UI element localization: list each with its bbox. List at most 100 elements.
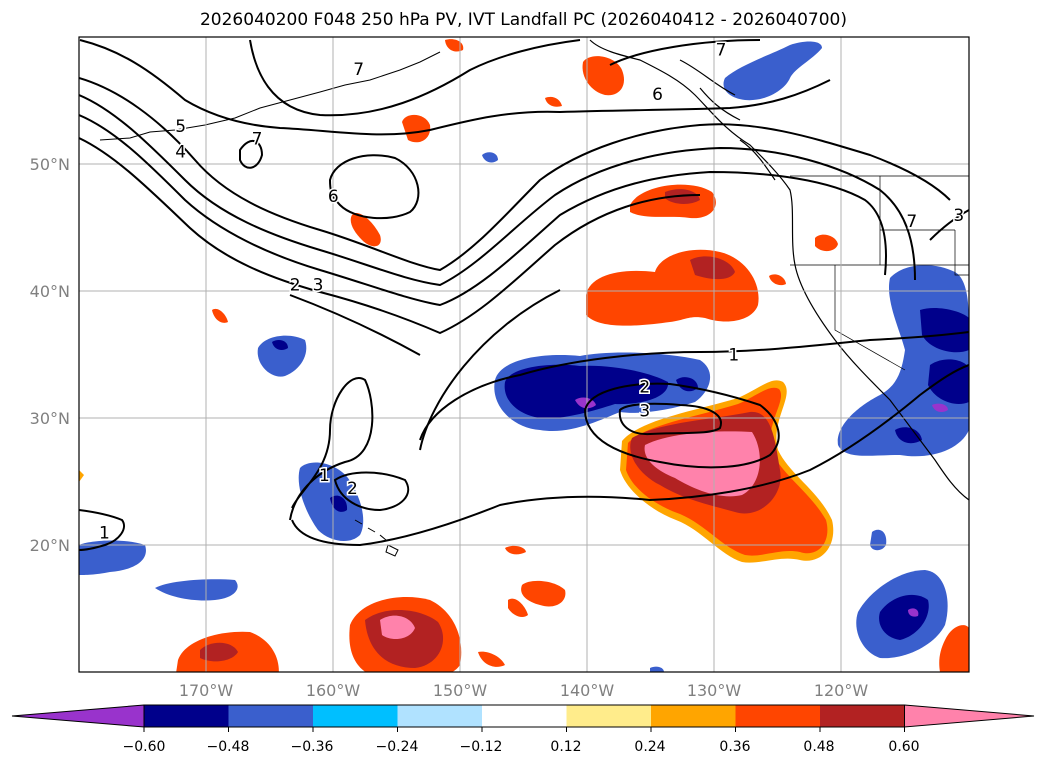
- colorbar-tick-label: −0.12: [460, 739, 503, 755]
- pv-positive-region: [200, 642, 238, 662]
- pv-negative-region: [908, 608, 919, 617]
- pv-negative-region: [272, 340, 288, 350]
- contour-line-1: [419, 331, 969, 441]
- pv-positive-region: [769, 274, 786, 286]
- colorbar-swatch: [820, 705, 905, 727]
- colorbar-tick-label: 0.24: [634, 739, 665, 755]
- contour-label: 3: [313, 276, 324, 296]
- pv-negative-region: [257, 335, 307, 377]
- colorbar-swatch: [482, 705, 567, 727]
- contour-label: 6: [652, 85, 663, 105]
- pv-negative-region: [895, 427, 922, 444]
- colorbar-swatch: [144, 705, 229, 727]
- contour-label: 5: [175, 117, 186, 137]
- contour-label: 3: [639, 401, 650, 421]
- lon-tick-label: 160°W: [306, 681, 361, 700]
- pv-positive-region: [445, 39, 464, 52]
- pv-positive-region: [545, 96, 562, 107]
- lon-tick-label: 130°W: [687, 681, 742, 700]
- contour-label: 1: [319, 466, 330, 486]
- pv-positive-region: [79, 470, 84, 482]
- coastline: [679, 59, 776, 181]
- pv-positive-region: [586, 249, 759, 326]
- contour-label: 1: [99, 523, 110, 543]
- contour-line-1: [79, 509, 125, 551]
- contour-line-2: [583, 382, 780, 469]
- contour-line-3: [618, 402, 722, 436]
- colorbar-frame: [143, 704, 905, 728]
- pv-positive-region: [508, 598, 528, 618]
- pv-positive-region: [505, 545, 526, 555]
- pv-positive-region: [521, 580, 566, 607]
- pv-negative-region: [932, 403, 948, 413]
- contour-line-1: [291, 364, 969, 547]
- colorbar-tick-label: 0.12: [550, 739, 581, 755]
- lat-tick-label: 30°N: [30, 409, 70, 428]
- hawaii: [354, 519, 399, 557]
- colorbar-swatch: [397, 705, 483, 727]
- pv-positive-region: [380, 615, 415, 640]
- pv-positive-region: [939, 625, 969, 672]
- pv-positive-region: [582, 56, 625, 96]
- contour-label: 4: [175, 142, 186, 162]
- map-frame: [78, 36, 970, 673]
- contour-line-4: [79, 94, 916, 287]
- contour-label: 7: [906, 212, 917, 232]
- contour-line-6: [328, 154, 420, 220]
- contour-line-5: [79, 77, 951, 272]
- colorbar-swatch: [228, 705, 314, 727]
- colorbar-tick-label: −0.48: [207, 739, 250, 755]
- colorbar-tick-label: −0.24: [376, 739, 419, 755]
- aleutian-islands: [99, 51, 441, 141]
- contour-line-1: [289, 377, 374, 521]
- lat-tick-label: 40°N: [30, 282, 70, 301]
- colorbar-swatch: [566, 705, 652, 727]
- colorbar-tick-label: −0.36: [291, 739, 334, 755]
- pv-positive-region: [350, 212, 381, 247]
- contour-label: 6: [328, 187, 339, 207]
- lon-axis-labels: 170°W 160°W 150°W 140°W 130°W 120°W: [179, 681, 869, 700]
- pv-positive-region: [644, 431, 760, 497]
- lat-tick-label: 50°N: [30, 155, 70, 174]
- colorbar-extend-right: [904, 704, 1035, 728]
- contour-line-2: [333, 471, 410, 512]
- contour-line-2: [79, 137, 701, 335]
- contour-label: 7: [353, 60, 364, 80]
- lon-tick-label: 120°W: [814, 681, 869, 700]
- contour-line-1: [289, 289, 561, 451]
- colorbar-tick-label: 0.60: [888, 739, 919, 755]
- map-title: 2026040200 F048 250 hPa PV, IVT Landfall…: [199, 10, 847, 30]
- colorbar-swatch: [651, 705, 736, 727]
- contour-label: 2: [290, 276, 301, 296]
- lat-tick-label: 20°N: [30, 536, 70, 555]
- colorbar-tick-label: −0.60: [123, 739, 166, 755]
- gridlines: [79, 37, 969, 672]
- colorbar: [11, 704, 1035, 732]
- contour-line-6: [79, 39, 831, 136]
- pv-negative-region: [870, 529, 887, 551]
- coastlines: [99, 39, 969, 557]
- pv-negative-region: [723, 41, 822, 101]
- contour-line-7: [249, 39, 581, 117]
- pv-negative-region: [650, 666, 664, 672]
- ivt-contours: [79, 39, 969, 551]
- lon-tick-label: 140°W: [560, 681, 615, 700]
- pv-positive-region: [212, 308, 228, 323]
- colorbar-tick-labels: −0.60 −0.48 −0.36 −0.24 −0.12 0.12 0.24 …: [123, 739, 920, 755]
- contour-line-7: [609, 39, 761, 66]
- pv-negative-region: [879, 594, 929, 640]
- contour-label: 2: [639, 377, 650, 397]
- contour-label: 7: [716, 41, 727, 61]
- colorbar-tick-label: 0.48: [803, 739, 834, 755]
- contour-label: 7: [252, 130, 263, 150]
- contour-line-3: [79, 114, 887, 307]
- pv-positive-region: [690, 256, 735, 280]
- colorbar-swatch: [313, 705, 398, 727]
- lon-tick-label: 150°W: [433, 681, 488, 700]
- pv-positive-region: [815, 234, 838, 252]
- pv-anomaly-fill: [79, 39, 969, 672]
- pv-negative-region: [330, 495, 348, 512]
- pv-negative-region: [920, 307, 969, 353]
- contour-label: 2: [347, 479, 358, 499]
- lon-tick-label: 170°W: [179, 681, 234, 700]
